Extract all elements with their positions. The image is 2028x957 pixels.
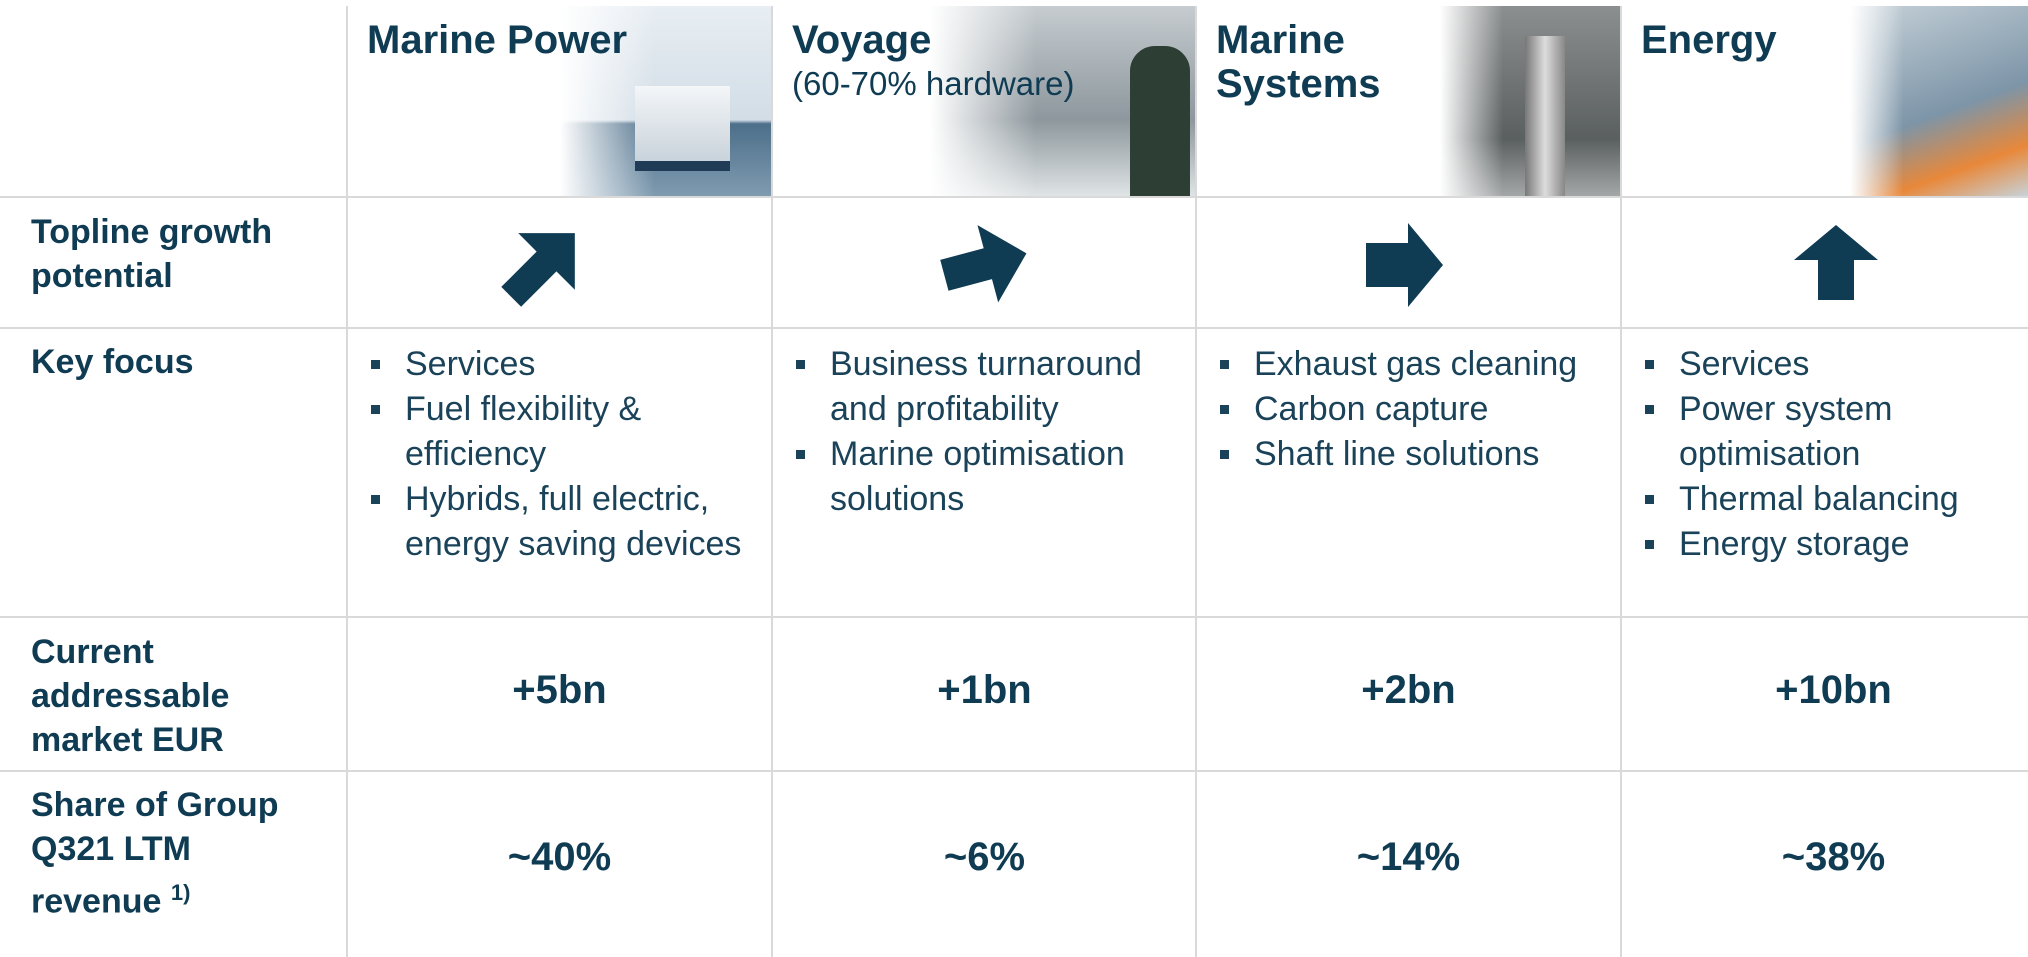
- arrow-up-right: [501, 233, 575, 307]
- divider: [771, 6, 773, 957]
- arrow-up: [1794, 225, 1878, 300]
- column-title: Energy: [1641, 18, 2021, 62]
- key-focus-item: Services: [1643, 342, 2028, 387]
- share-value: ~14%: [1356, 835, 1461, 879]
- key-focus-item: Fuel flexibility & efficiency: [369, 387, 759, 477]
- market-value: +5bn: [512, 668, 607, 712]
- person: [1130, 46, 1190, 196]
- row-label-text: Share of Group Q321 LTM revenue: [31, 786, 279, 921]
- divider: [1195, 6, 1197, 957]
- key-focus-list: Services Fuel flexibility & efficiency Hyb…: [369, 342, 759, 567]
- key-focus-item: Energy storage: [1643, 522, 2028, 567]
- key-focus-item: Carbon capture: [1218, 387, 1618, 432]
- market-value: +2bn: [1361, 668, 1456, 712]
- image-marine-systems: [1440, 6, 1620, 196]
- arrow-right-up: [940, 225, 1027, 303]
- row-label: Key focus: [31, 343, 194, 381]
- key-focus-item: Power system optimisation: [1643, 387, 2028, 477]
- key-focus-item: Hybrids, full electric, energy saving de…: [369, 477, 759, 567]
- key-focus-item: Exhaust gas cleaning: [1218, 342, 1618, 387]
- market-value: +10bn: [1775, 668, 1892, 712]
- column-title: Marine Power: [367, 18, 747, 62]
- key-focus-list: Services Power system optimisation Thermal…: [1643, 342, 2028, 567]
- row-label: Current addressable market EUR: [31, 633, 230, 759]
- arrow-right: [1366, 223, 1443, 307]
- key-focus-list: Business turnaround and profitability Mar…: [794, 342, 1194, 522]
- column-title-text: Energy: [1641, 18, 1777, 62]
- column-title-text: Voyage: [792, 18, 932, 62]
- image-voyage: [930, 6, 1196, 196]
- divider: [0, 770, 2028, 772]
- divider: [0, 196, 2028, 198]
- key-focus-item: Business turnaround and profitability: [794, 342, 1194, 432]
- row-label: Topline growth potential: [31, 213, 273, 295]
- column-title: Voyage (60-70% hardware): [792, 18, 1172, 106]
- share-value: ~40%: [507, 835, 612, 879]
- divider: [346, 6, 348, 957]
- share-value: ~38%: [1781, 835, 1886, 879]
- pipe: [1525, 36, 1565, 196]
- key-focus-item: Thermal balancing: [1643, 477, 2028, 522]
- divider: [0, 616, 2028, 618]
- share-value: ~6%: [943, 835, 1026, 879]
- market-value: +1bn: [937, 668, 1032, 712]
- key-focus-item: Services: [369, 342, 759, 387]
- divider: [1620, 6, 1622, 957]
- column-title-text: Marine Power: [367, 18, 628, 62]
- image-energy: [1850, 6, 2028, 196]
- footnote-ref: 1): [170, 880, 191, 905]
- key-focus-list: Exhaust gas cleaning Carbon capture Shaft …: [1218, 342, 1618, 477]
- column-subtitle: (60-70% hardware): [792, 65, 1075, 102]
- column-title: Marine Systems: [1216, 18, 1436, 106]
- image-marine-power: [560, 6, 771, 196]
- ship: [635, 86, 730, 171]
- key-focus-item: Marine optimisation solutions: [794, 432, 1194, 522]
- row-label: Share of Group Q321 LTM revenue 1): [31, 783, 321, 923]
- key-focus-item: Shaft line solutions: [1218, 432, 1618, 477]
- divider: [0, 327, 2028, 329]
- column-title-text: Marine Systems: [1216, 18, 1381, 106]
